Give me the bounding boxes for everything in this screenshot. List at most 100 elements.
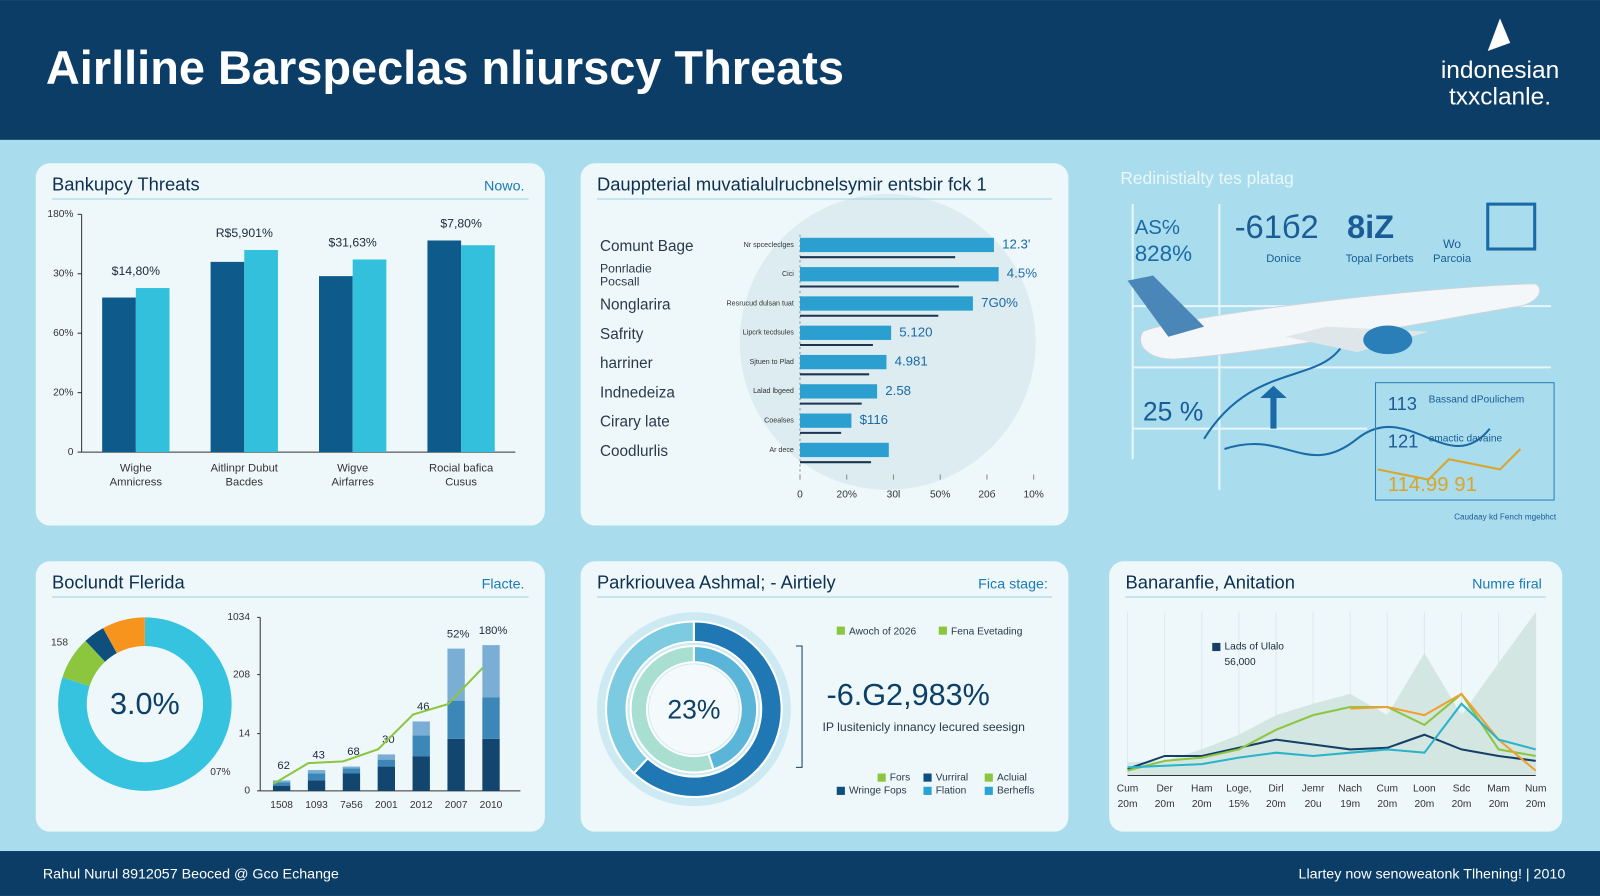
bar-segment — [482, 645, 500, 698]
route-decor — [1377, 448, 1522, 481]
y-tick-label: 1034 — [227, 612, 250, 623]
legend-swatch — [1212, 642, 1221, 652]
x-tick-label: Aitlinpr Dubut — [211, 462, 279, 474]
line-series — [1350, 692, 1537, 772]
legend-label: Acluial — [997, 772, 1027, 783]
category-label: Ponrladie — [600, 261, 652, 275]
sub-label: Nr spcecleclges — [744, 241, 795, 249]
panel-corner: Flacte. — [482, 577, 525, 593]
x-tick-label: 19m — [1340, 799, 1360, 810]
value-label: 2.58 — [885, 383, 911, 398]
legend-label: Flation — [936, 786, 967, 797]
stat-label: Bassand dPoulichem — [1429, 395, 1525, 406]
legend-label: Awoch of 2026 — [849, 626, 917, 637]
bar-segment — [377, 754, 395, 760]
category-label: Coodlurlis — [600, 443, 668, 460]
panel-title: Bankupcy Threats — [52, 174, 200, 195]
bar-segment — [412, 721, 430, 736]
page-title: Airlline Barspeclas nliurscy Threats — [46, 42, 844, 94]
x-tick-label: Mam — [1487, 784, 1510, 795]
bar — [244, 249, 278, 453]
bar — [800, 267, 999, 282]
plane-tail — [1127, 275, 1205, 337]
bar — [135, 288, 170, 453]
header-bar — [0, 0, 1600, 140]
x-tick-label: 20m — [1414, 799, 1434, 810]
group-label: $7,80% — [440, 216, 482, 230]
bar-segment — [447, 648, 465, 701]
bar-segment — [412, 735, 430, 757]
footer-left: Rahul Nurul 8912057 Beoced @ Gco Echange — [43, 866, 339, 882]
bar-label: 62 — [277, 760, 289, 772]
bar-label: 68 — [347, 746, 359, 758]
bar-segment — [307, 770, 326, 774]
x-tick-label: 20m — [1266, 799, 1286, 810]
info-box — [1375, 382, 1555, 501]
panel-corner: Nowo. — [484, 179, 524, 195]
panel-title: Parkriouvea Ashmal; - Airtiely — [597, 572, 837, 593]
category-label: Cirary late — [600, 414, 670, 431]
bar-segment — [447, 738, 465, 791]
caption: IP lusitenicly innancy lecured seesign — [822, 720, 1025, 734]
stat-label: Parcoia — [1433, 253, 1472, 265]
bar-segment — [482, 738, 500, 791]
bar-label: 52% — [447, 628, 469, 640]
y-tick-label: 180% — [47, 209, 73, 220]
x-tick-label: 20m — [1489, 799, 1509, 810]
donut-slice — [85, 628, 117, 662]
x-tick-label: Wigve — [337, 462, 368, 474]
x-tick-label: 15% — [1229, 799, 1249, 810]
donut-note: 158 — [51, 638, 68, 649]
bar — [352, 259, 387, 453]
logo-line: txxclanle. — [1449, 83, 1551, 110]
legend-swatch — [923, 786, 932, 795]
legend-label: Berhefls — [997, 786, 1034, 797]
icon-box — [1486, 202, 1537, 251]
legend-label: Fena Evetading — [951, 626, 1023, 637]
x-tick-label: 0 — [797, 490, 803, 501]
category-label: Safrity — [600, 326, 644, 343]
bar-segment — [307, 780, 326, 791]
bar-segment — [272, 782, 291, 786]
area — [1127, 612, 1536, 776]
x-tick-label: 20% — [837, 490, 857, 501]
x-tick-label: 2001 — [375, 800, 398, 811]
bar-segment — [412, 756, 430, 791]
bar-label: 180% — [479, 625, 508, 637]
x-tick-label: Der — [1156, 784, 1173, 795]
stat: 114.99 91 — [1388, 474, 1477, 496]
stat: 121 — [1388, 431, 1419, 452]
x-tick-label: Sdc — [1453, 784, 1471, 795]
stat: Wo — [1443, 237, 1461, 251]
group-label: $14,80% — [112, 264, 160, 278]
bar-label: 43 — [312, 750, 324, 762]
legend-swatch — [984, 773, 993, 782]
x-tick-label: Cum — [1117, 784, 1139, 795]
x-tick-label: 30l — [887, 490, 901, 501]
x-tick-label: Loon — [1413, 784, 1436, 795]
sub-label: Cici — [782, 270, 794, 278]
legend-swatch — [836, 626, 845, 635]
donut-slice — [62, 640, 106, 687]
x-tick-label: Bacdes — [226, 477, 264, 489]
sub-label: Coealses — [764, 417, 794, 425]
x-tick-label: Rocial bafica — [429, 462, 494, 474]
x-tick-label: 20m — [1452, 799, 1472, 810]
category-label: Indnedeiza — [600, 384, 675, 401]
bar-segment — [272, 780, 291, 783]
y-tick-label: 60% — [53, 328, 73, 339]
bar — [800, 296, 973, 311]
y-tick-label: 0 — [68, 447, 74, 458]
legend-swatch — [877, 773, 886, 782]
x-tick-label: Amnicress — [110, 477, 163, 489]
stat: 25 % — [1143, 396, 1203, 426]
x-tick-label: Loge, — [1226, 784, 1252, 795]
sub-label: Ar dece — [769, 446, 794, 454]
x-tick-label: 2012 — [410, 800, 433, 811]
bar — [800, 325, 892, 340]
category-label: Pocsall — [600, 275, 639, 289]
donut-note: 07% — [210, 767, 230, 778]
legend-swatch — [984, 786, 993, 795]
headline: -6.G2,983% — [827, 678, 990, 712]
y-tick-label: 14 — [239, 728, 251, 739]
